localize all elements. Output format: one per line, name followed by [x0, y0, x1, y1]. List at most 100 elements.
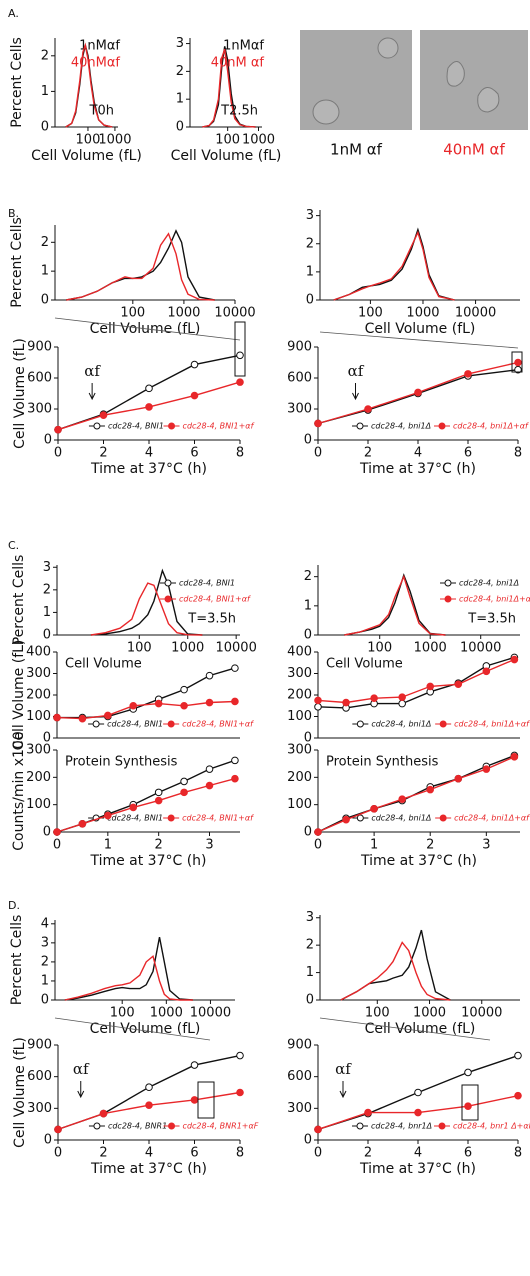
x-tick-label: 0 — [314, 1146, 322, 1161]
x-tick-label: 1000 — [167, 306, 200, 321]
data-point — [53, 713, 61, 722]
annotation: T=3.5h — [187, 612, 236, 627]
legend-marker — [444, 579, 452, 587]
x-tick-label: 1000 — [171, 641, 204, 656]
x-tick-label: 100 — [120, 306, 145, 321]
x-tick-label: 8 — [236, 446, 244, 461]
zoom-box — [461, 1084, 479, 1121]
x-tick-label: 8 — [236, 1146, 244, 1161]
x-tick-label: 0 — [53, 838, 61, 853]
data-point — [314, 696, 322, 705]
x-axis-label: Time at 37°C (h) — [90, 461, 207, 477]
y-tick-label: 400 — [26, 645, 51, 660]
data-point — [482, 667, 491, 676]
data-point — [514, 365, 522, 374]
data-point — [236, 1088, 244, 1097]
data-point — [514, 358, 522, 367]
legend-marker — [439, 814, 447, 822]
y-tick-label: 0 — [41, 993, 49, 1008]
series-line — [56, 778, 236, 833]
legend-marker — [164, 595, 172, 603]
x-tick-label: 10000 — [214, 306, 255, 321]
y-tick-label: 1 — [43, 605, 51, 620]
arrow — [339, 1081, 347, 1099]
panel-label: D. — [8, 899, 20, 912]
y-tick-label: 3 — [41, 935, 49, 950]
y-tick-label: 1 — [41, 973, 49, 988]
data-point — [342, 815, 350, 824]
y-tick-label: 300 — [27, 402, 52, 417]
y-tick-label: 200 — [26, 770, 51, 785]
arrow — [352, 383, 359, 401]
x-tick-label: 1000 — [406, 306, 439, 321]
x-tick-label: 2 — [364, 1146, 372, 1161]
legend-label: cdc28-4, bni1Δ — [371, 422, 431, 431]
y-tick-label: 2 — [41, 954, 49, 969]
legend-label: cdc28-4, BNI1+αf — [182, 814, 254, 823]
data-point — [236, 1051, 244, 1060]
data-point — [510, 753, 519, 761]
series-line — [202, 48, 256, 128]
legend-label: cdc28-4, bni1Δ+αf — [454, 814, 530, 823]
y-tick-label: 2 — [43, 582, 51, 597]
y-tick-label: 0 — [306, 293, 314, 308]
data-point — [180, 701, 188, 710]
x-tick-label: 8 — [514, 1146, 522, 1161]
x-tick-label: 2 — [364, 446, 372, 461]
data-point — [104, 811, 112, 820]
y-tick-label: 0 — [43, 731, 51, 746]
micrograph-2 — [420, 30, 528, 130]
legend-marker — [438, 422, 446, 430]
x-tick-label: 2 — [155, 838, 163, 853]
y-tick-label: 1 — [41, 264, 49, 279]
legend-label: cdc28-4, BNR1 — [108, 1122, 167, 1131]
y-tick-label: 4 — [41, 916, 49, 931]
image-caption: 40nM αf — [443, 141, 505, 159]
data-point — [78, 714, 87, 723]
data-point — [426, 785, 435, 794]
data-point — [180, 788, 188, 797]
series-line — [333, 230, 455, 301]
x-tick-label: 0 — [54, 446, 62, 461]
legend-label: cdc28-4, BNR1+αF — [183, 1122, 259, 1131]
y-tick-label: 900 — [287, 1038, 312, 1053]
zoom-box — [234, 321, 246, 377]
y-tick-label: 0 — [304, 433, 312, 448]
zoom-connector — [319, 1017, 491, 1041]
data-point — [364, 405, 372, 413]
data-point — [154, 699, 163, 708]
data-point — [370, 804, 378, 813]
data-point — [145, 403, 153, 411]
y-tick-label: 1 — [176, 92, 184, 107]
data-point — [314, 419, 322, 428]
image-caption: 1nM αf — [330, 141, 383, 159]
panel-label: A. — [8, 7, 19, 20]
data-point — [398, 693, 406, 701]
data-point — [54, 1125, 62, 1134]
y-tick-label: 300 — [287, 1101, 312, 1116]
y-tick-label: 300 — [287, 402, 312, 417]
x-axis-label: Time at 37°C (h) — [359, 461, 476, 477]
annotation: Protein Synthesis — [326, 755, 439, 770]
x-tick-label: 6 — [190, 1146, 198, 1161]
data-point — [190, 360, 199, 369]
data-point — [205, 698, 214, 707]
legend-label: cdc28-4, BNI1 — [108, 422, 164, 431]
x-tick-label: 100 — [358, 306, 383, 321]
data-point — [104, 711, 112, 720]
data-point — [54, 425, 62, 434]
y-tick-label: 600 — [27, 1069, 52, 1084]
x-tick-label: 6 — [464, 446, 472, 461]
legend-marker — [356, 422, 364, 430]
data-point — [231, 697, 239, 706]
y-tick-label: 3 — [306, 208, 314, 223]
data-point — [314, 828, 322, 836]
x-axis-label: Time at 37°C (h) — [360, 853, 477, 869]
x-tick-label: 100 — [76, 133, 101, 148]
data-point — [370, 694, 378, 703]
y-axis-label: Percent Cells — [9, 37, 25, 128]
data-point — [99, 411, 108, 420]
data-point — [145, 1083, 153, 1092]
x-axis-label: Cell Volume (fL) — [31, 148, 142, 164]
data-point — [154, 788, 163, 797]
